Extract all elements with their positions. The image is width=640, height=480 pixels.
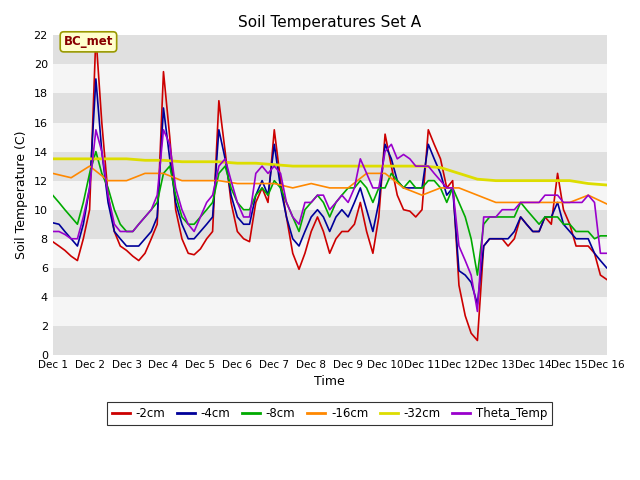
Bar <box>52 239 607 268</box>
Legend: -2cm, -4cm, -8cm, -16cm, -32cm, Theta_Temp: -2cm, -4cm, -8cm, -16cm, -32cm, Theta_Te… <box>107 402 552 425</box>
X-axis label: Time: Time <box>314 375 345 388</box>
Bar <box>52 36 607 64</box>
Title: Soil Temperatures Set A: Soil Temperatures Set A <box>238 15 421 30</box>
Bar <box>52 180 607 210</box>
Text: BC_met: BC_met <box>64 36 113 48</box>
Bar <box>52 64 607 94</box>
Bar <box>52 210 607 239</box>
Bar <box>52 268 607 297</box>
Bar <box>52 122 607 152</box>
Bar <box>52 297 607 326</box>
Bar <box>52 152 607 180</box>
Y-axis label: Soil Temperature (C): Soil Temperature (C) <box>15 131 28 259</box>
Bar <box>52 326 607 355</box>
Bar <box>52 94 607 122</box>
